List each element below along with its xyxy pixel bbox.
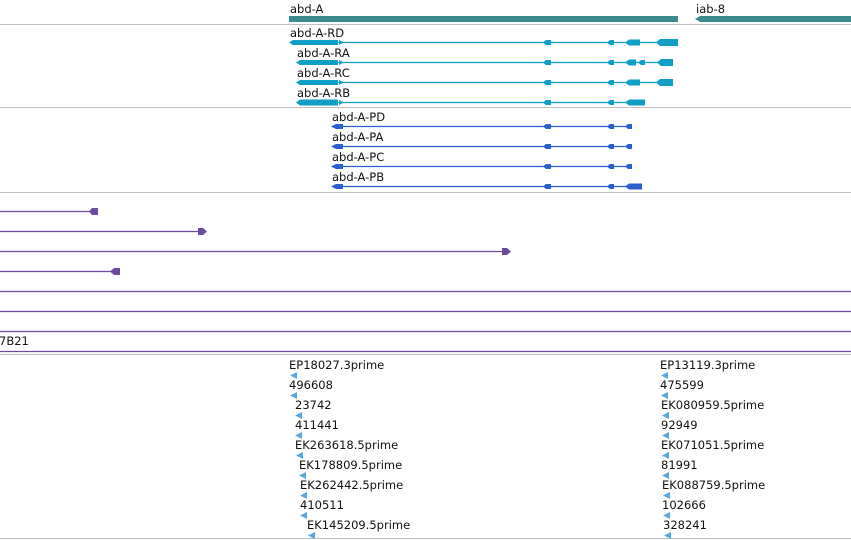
est-feature[interactable]	[300, 512, 307, 519]
est-feature[interactable]	[662, 412, 669, 419]
est-feature[interactable]	[295, 432, 302, 439]
track-dividers	[0, 24, 851, 539]
est-label[interactable]: 23742	[295, 398, 332, 412]
protein-track: abd-A-PD abd-A-PA abd-A-PC abd-A-PB	[331, 110, 642, 190]
est-column-left: EP18027.3prime 496608 23742 411441 EK263…	[289, 358, 410, 539]
transcript-label[interactable]: abd-A-RC	[297, 66, 350, 80]
transcript-feature[interactable]	[296, 59, 673, 66]
transcript-track: abd-A-RD abd-A-RA abd-A-RC	[289, 26, 678, 106]
transcript-label[interactable]: abd-A-RA	[297, 46, 350, 60]
est-feature[interactable]	[308, 532, 315, 539]
transcript-feature[interactable]	[296, 99, 645, 106]
transcript-label[interactable]: abd-A-RD	[290, 26, 344, 40]
est-label[interactable]: 92949	[661, 418, 698, 432]
est-feature[interactable]	[664, 532, 671, 539]
est-label[interactable]: 328241	[663, 518, 707, 532]
purple-feature[interactable]	[0, 208, 98, 215]
est-label[interactable]: EK263618.5prime	[295, 438, 398, 452]
protein-feature[interactable]	[331, 144, 632, 149]
est-feature[interactable]	[663, 492, 670, 499]
est-feature[interactable]	[663, 512, 670, 519]
est-label[interactable]: 411441	[295, 418, 339, 432]
est-feature[interactable]	[662, 452, 669, 459]
est-label[interactable]: EP13119.3prime	[660, 358, 755, 372]
est-label[interactable]: EK080959.5prime	[661, 398, 764, 412]
est-track: EP18027.3prime 496608 23742 411441 EK263…	[289, 358, 765, 539]
est-feature[interactable]	[661, 392, 668, 399]
protein-feature[interactable]	[331, 183, 642, 190]
est-feature[interactable]	[290, 392, 297, 399]
est-label[interactable]: 410511	[300, 498, 344, 512]
protein-label[interactable]: abd-A-PC	[332, 150, 384, 164]
gene-label-iab-8[interactable]: iab-8	[696, 2, 725, 16]
est-label[interactable]: EP18027.3prime	[289, 358, 384, 372]
transcript-feature[interactable]	[296, 79, 673, 86]
est-label[interactable]: 81991	[661, 458, 698, 472]
protein-label[interactable]: abd-A-PD	[332, 110, 385, 124]
purple-feature[interactable]	[0, 228, 207, 235]
est-feature[interactable]	[300, 492, 307, 499]
est-feature[interactable]	[295, 412, 302, 419]
purple-feature-track	[0, 208, 851, 353]
protein-feature[interactable]	[331, 124, 632, 129]
est-feature[interactable]	[662, 472, 669, 479]
gene-feature-abd-a[interactable]	[289, 16, 678, 22]
protein-label[interactable]: abd-A-PA	[332, 130, 384, 144]
gene-track: abd-A iab-8	[289, 2, 851, 22]
est-label[interactable]: EK088759.5prime	[662, 478, 765, 492]
est-label[interactable]: 475599	[660, 378, 704, 392]
est-feature[interactable]	[296, 452, 303, 459]
purple-feature[interactable]	[0, 248, 511, 255]
est-label[interactable]: 496608	[289, 378, 333, 392]
est-label[interactable]: EK262442.5prime	[300, 478, 403, 492]
gene-label-abd-a[interactable]: abd-A	[290, 2, 324, 16]
est-label[interactable]: EK071051.5prime	[661, 438, 764, 452]
protein-feature[interactable]	[331, 164, 632, 169]
est-feature[interactable]	[661, 372, 668, 379]
partial-feature-label[interactable]: 7B21	[0, 334, 29, 348]
est-label[interactable]: 102666	[662, 498, 706, 512]
est-label[interactable]: EK178809.5prime	[299, 458, 402, 472]
est-feature[interactable]	[299, 472, 306, 479]
est-feature[interactable]	[662, 432, 669, 439]
protein-label[interactable]: abd-A-PB	[332, 170, 384, 184]
est-label[interactable]: EK145209.5prime	[307, 518, 410, 532]
est-feature[interactable]	[290, 372, 297, 379]
gene-feature-iab-8[interactable]	[695, 16, 851, 22]
transcript-label[interactable]: abd-A-RB	[297, 86, 350, 100]
est-column-right: EP13119.3prime 475599 EK080959.5prime 92…	[660, 358, 765, 539]
transcript-feature[interactable]	[289, 39, 678, 46]
purple-feature[interactable]	[0, 268, 120, 275]
